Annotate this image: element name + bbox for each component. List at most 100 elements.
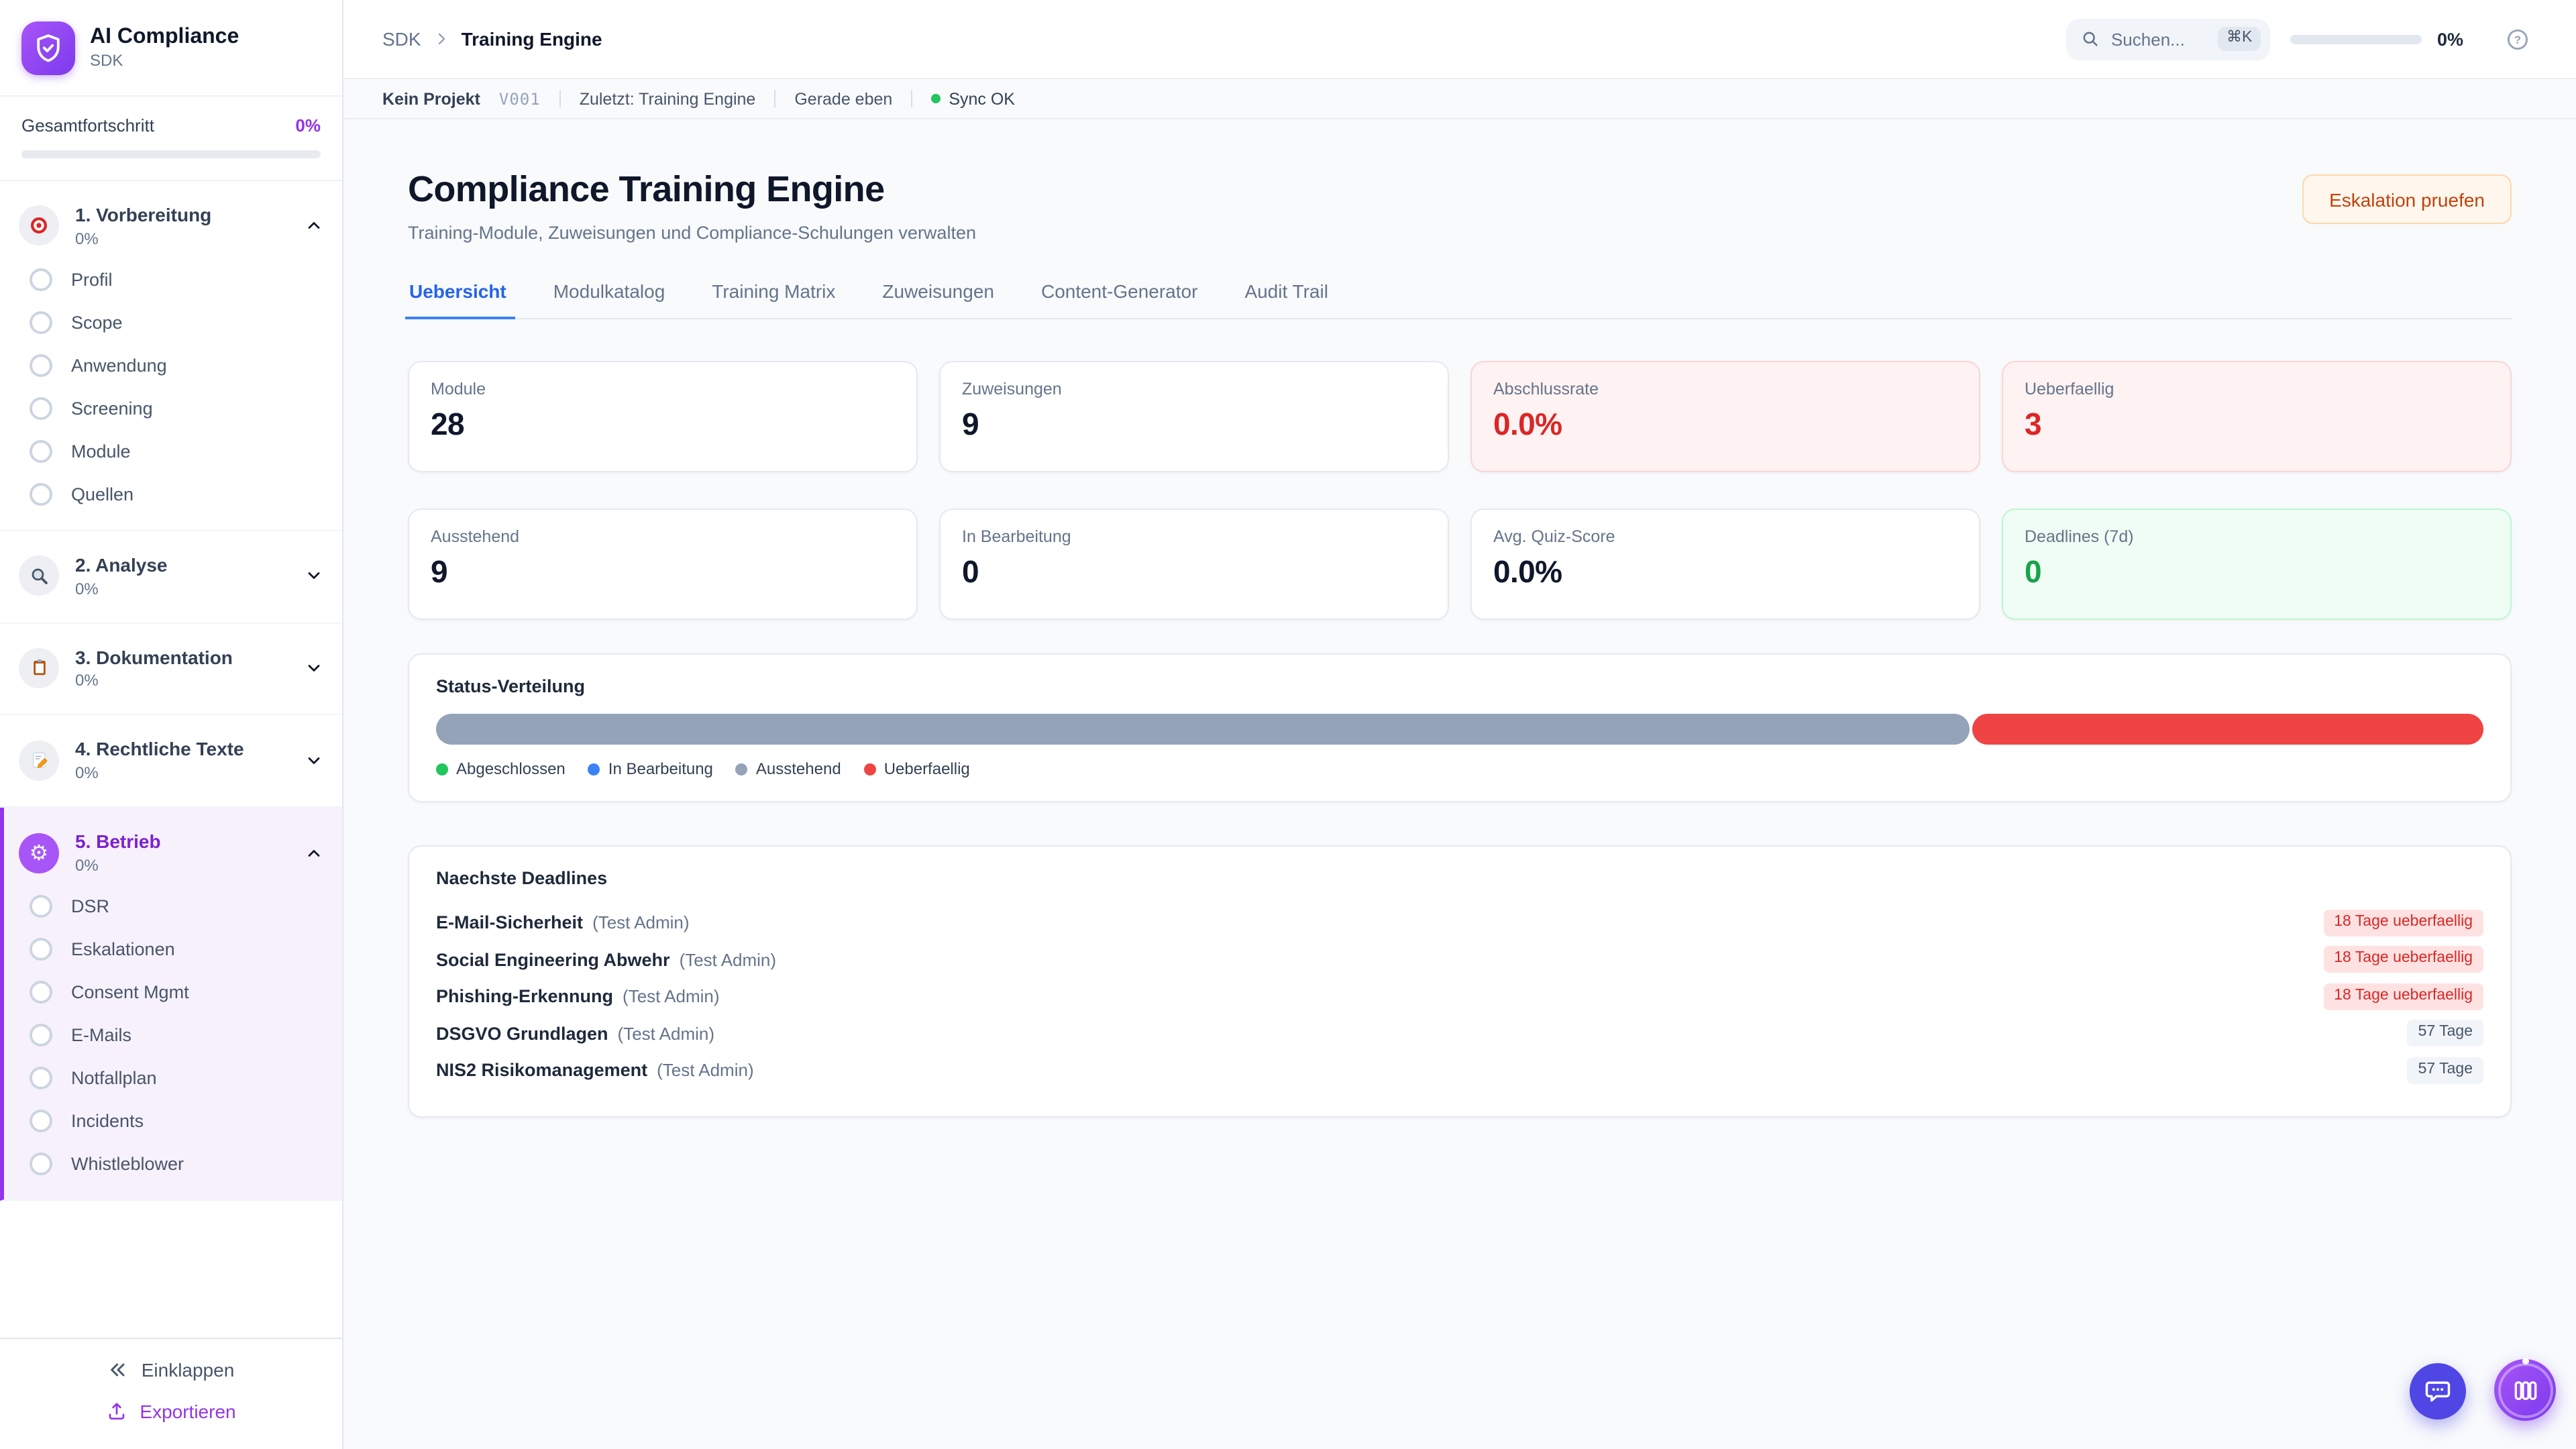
tab-content-generator[interactable]: Content-Generator	[1040, 280, 1198, 302]
last-updated: Gerade eben	[794, 89, 893, 108]
search-input[interactable]	[2110, 29, 2208, 49]
sidebar-item-quellen[interactable]: Quellen	[0, 474, 342, 517]
legend-item-ueberfaellig: Ueberfaellig	[863, 759, 970, 778]
stat-card-quiz-score: Avg. Quiz-Score 0.0%	[1470, 508, 1980, 620]
divider	[774, 90, 776, 107]
panels-fab-button[interactable]	[2494, 1358, 2556, 1421]
section-percent: 0%	[75, 229, 99, 248]
stat-card-ausstehend: Ausstehend 9	[408, 508, 918, 620]
target-icon	[19, 205, 59, 246]
section-dokumentation-header[interactable]: 3. Dokumentation 0%	[0, 635, 342, 701]
sidebar-item-scope[interactable]: Scope	[0, 302, 342, 345]
step-circle	[30, 1067, 52, 1090]
status-distribution-panel: Status-Verteilung Abgeschlossen In Bearb…	[408, 653, 2512, 802]
breadcrumb: SDK Training Engine	[382, 28, 602, 50]
section-rechtliche-texte: 4. Rechtliche Texte 0%	[0, 716, 342, 808]
divider	[559, 90, 561, 107]
help-icon[interactable]: ?	[2505, 26, 2530, 52]
stat-card-abschlussrate: Abschlussrate 0.0%	[1470, 361, 1980, 472]
sidebar-item-incidents[interactable]: Incidents	[0, 1100, 342, 1143]
status-legend: Abgeschlossen In Bearbeitung Ausstehend …	[436, 759, 2483, 778]
step-circle	[30, 1024, 52, 1047]
columns-icon	[2511, 1376, 2539, 1404]
upload-icon	[106, 1401, 127, 1422]
sidebar-item-screening[interactable]: Screening	[0, 388, 342, 431]
page-header: Compliance Training Engine Training-Modu…	[408, 169, 2512, 243]
section-analyse-header[interactable]: 2. Analyse 0%	[0, 543, 342, 609]
section-rechtliche-texte-header[interactable]: 4. Rechtliche Texte 0%	[0, 728, 342, 794]
sidebar-item-whistleblower[interactable]: Whistleblower	[0, 1143, 342, 1186]
deadline-row: Social Engineering Abwehr (Test Admin) 1…	[436, 941, 2483, 978]
sidebar-item-emails[interactable]: E-Mails	[0, 1014, 342, 1057]
sidebar-nav: 1. Vorbereitung 0% Profil Scope Anwendun…	[0, 181, 342, 1338]
magnifier-icon	[19, 555, 59, 596]
section-vorbereitung: 1. Vorbereitung 0% Profil Scope Anwendun…	[0, 181, 342, 531]
legend-item-ausstehend: Ausstehend	[735, 759, 841, 778]
gear-icon: ⚙	[19, 833, 59, 873]
page-subtitle: Training-Module, Zuweisungen und Complia…	[408, 223, 976, 243]
sidebar: AI Compliance SDK Gesamtfortschritt 0%	[0, 0, 343, 1449]
tab-uebersicht[interactable]: Uebersicht	[405, 280, 517, 319]
step-circle	[30, 895, 52, 918]
sidebar-item-anwendung[interactable]: Anwendung	[0, 345, 342, 388]
overdue-badge: 18 Tage ueberfaellig	[2323, 909, 2483, 936]
brand-header: AI Compliance SDK	[0, 0, 342, 97]
check-escalation-button[interactable]: Eskalation pruefen	[2302, 174, 2512, 224]
stats-grid: Module 28 Zuweisungen 9 Abschlussrate 0.…	[408, 361, 2512, 620]
bar-segment-ueberfaellig	[1972, 714, 2483, 745]
keyboard-shortcut-badge: ⌘K	[2218, 27, 2261, 51]
sidebar-item-eskalationen[interactable]: Eskalationen	[0, 928, 342, 971]
sidebar-item-notfallplan[interactable]: Notfallplan	[0, 1057, 342, 1100]
topbar-controls: ⌘K 0% ?	[2066, 18, 2530, 60]
stat-card-in-bearbeitung: In Bearbeitung 0	[939, 508, 1449, 620]
section-betrieb-header[interactable]: ⚙ 5. Betrieb 0%	[4, 820, 342, 885]
step-circle	[30, 311, 52, 335]
section-analyse: 2. Analyse 0%	[0, 531, 342, 624]
sidebar-item-module[interactable]: Module	[0, 431, 342, 474]
page-title: Compliance Training Engine	[408, 169, 885, 209]
stat-card-ueberfaellig: Ueberfaellig 3	[2002, 361, 2512, 472]
chevron-up-icon	[305, 217, 323, 235]
sidebar-item-consent-mgmt[interactable]: Consent Mgmt	[0, 971, 342, 1014]
stat-card-deadlines-7d: Deadlines (7d) 0	[2002, 508, 2512, 620]
section-betrieb: ⚙ 5. Betrieb 0% DSR Eskalationen Consent…	[0, 808, 342, 1201]
deadlines-title: Naechste Deadlines	[436, 868, 608, 888]
chat-bubble-icon	[2423, 1377, 2453, 1406]
breadcrumb-root[interactable]: SDK	[382, 28, 421, 50]
version-label: V001	[498, 89, 541, 108]
sync-status: Sync OK	[931, 89, 1015, 108]
step-circle	[30, 1152, 52, 1176]
section-title: 1. Vorbereitung	[75, 204, 212, 225]
double-chevron-left-icon	[108, 1359, 129, 1381]
tab-modulkatalog[interactable]: Modulkatalog	[553, 280, 665, 302]
section-vorbereitung-header[interactable]: 1. Vorbereitung 0%	[0, 193, 342, 259]
tab-training-matrix[interactable]: Training Matrix	[712, 280, 836, 302]
collapse-sidebar-button[interactable]: Einklappen	[108, 1359, 234, 1381]
deadline-row: E-Mail-Sicherheit (Test Admin) 18 Tage u…	[436, 904, 2483, 941]
overall-progress-label: Gesamtfortschritt	[21, 115, 154, 136]
brand-subtitle: SDK	[90, 51, 123, 70]
stat-card-zuweisungen: Zuweisungen 9	[939, 361, 1449, 472]
deadlines-panel: Naechste Deadlines E-Mail-Sicherheit (Te…	[408, 845, 2512, 1117]
svg-text:?: ?	[2514, 33, 2521, 46]
tab-zuweisungen[interactable]: Zuweisungen	[882, 280, 994, 302]
brand-name: AI Compliance	[90, 25, 239, 48]
overdue-badge: 18 Tage ueberfaellig	[2323, 983, 2483, 1010]
sidebar-item-profil[interactable]: Profil	[0, 259, 342, 302]
deadline-row: Phishing-Erkennung (Test Admin) 18 Tage …	[436, 978, 2483, 1015]
chat-fab-button[interactable]	[2410, 1363, 2466, 1419]
stat-card-module: Module 28	[408, 361, 918, 472]
overall-progress: Gesamtfortschritt 0%	[0, 97, 342, 181]
export-button[interactable]: Exportieren	[106, 1401, 236, 1422]
search-box[interactable]: ⌘K	[2066, 18, 2271, 60]
overall-progress-track	[21, 150, 321, 158]
due-badge: 57 Tage	[2407, 1020, 2483, 1047]
section-dokumentation: 3. Dokumentation 0%	[0, 623, 342, 716]
legend-dot-icon	[735, 763, 748, 775]
bar-segment-ausstehend	[436, 714, 1969, 745]
chevron-up-icon	[305, 843, 323, 862]
overall-progress-value: 0%	[295, 115, 321, 136]
sidebar-item-dsr[interactable]: DSR	[0, 885, 342, 928]
step-circle	[30, 397, 52, 421]
tab-audit-trail[interactable]: Audit Trail	[1244, 280, 1328, 302]
